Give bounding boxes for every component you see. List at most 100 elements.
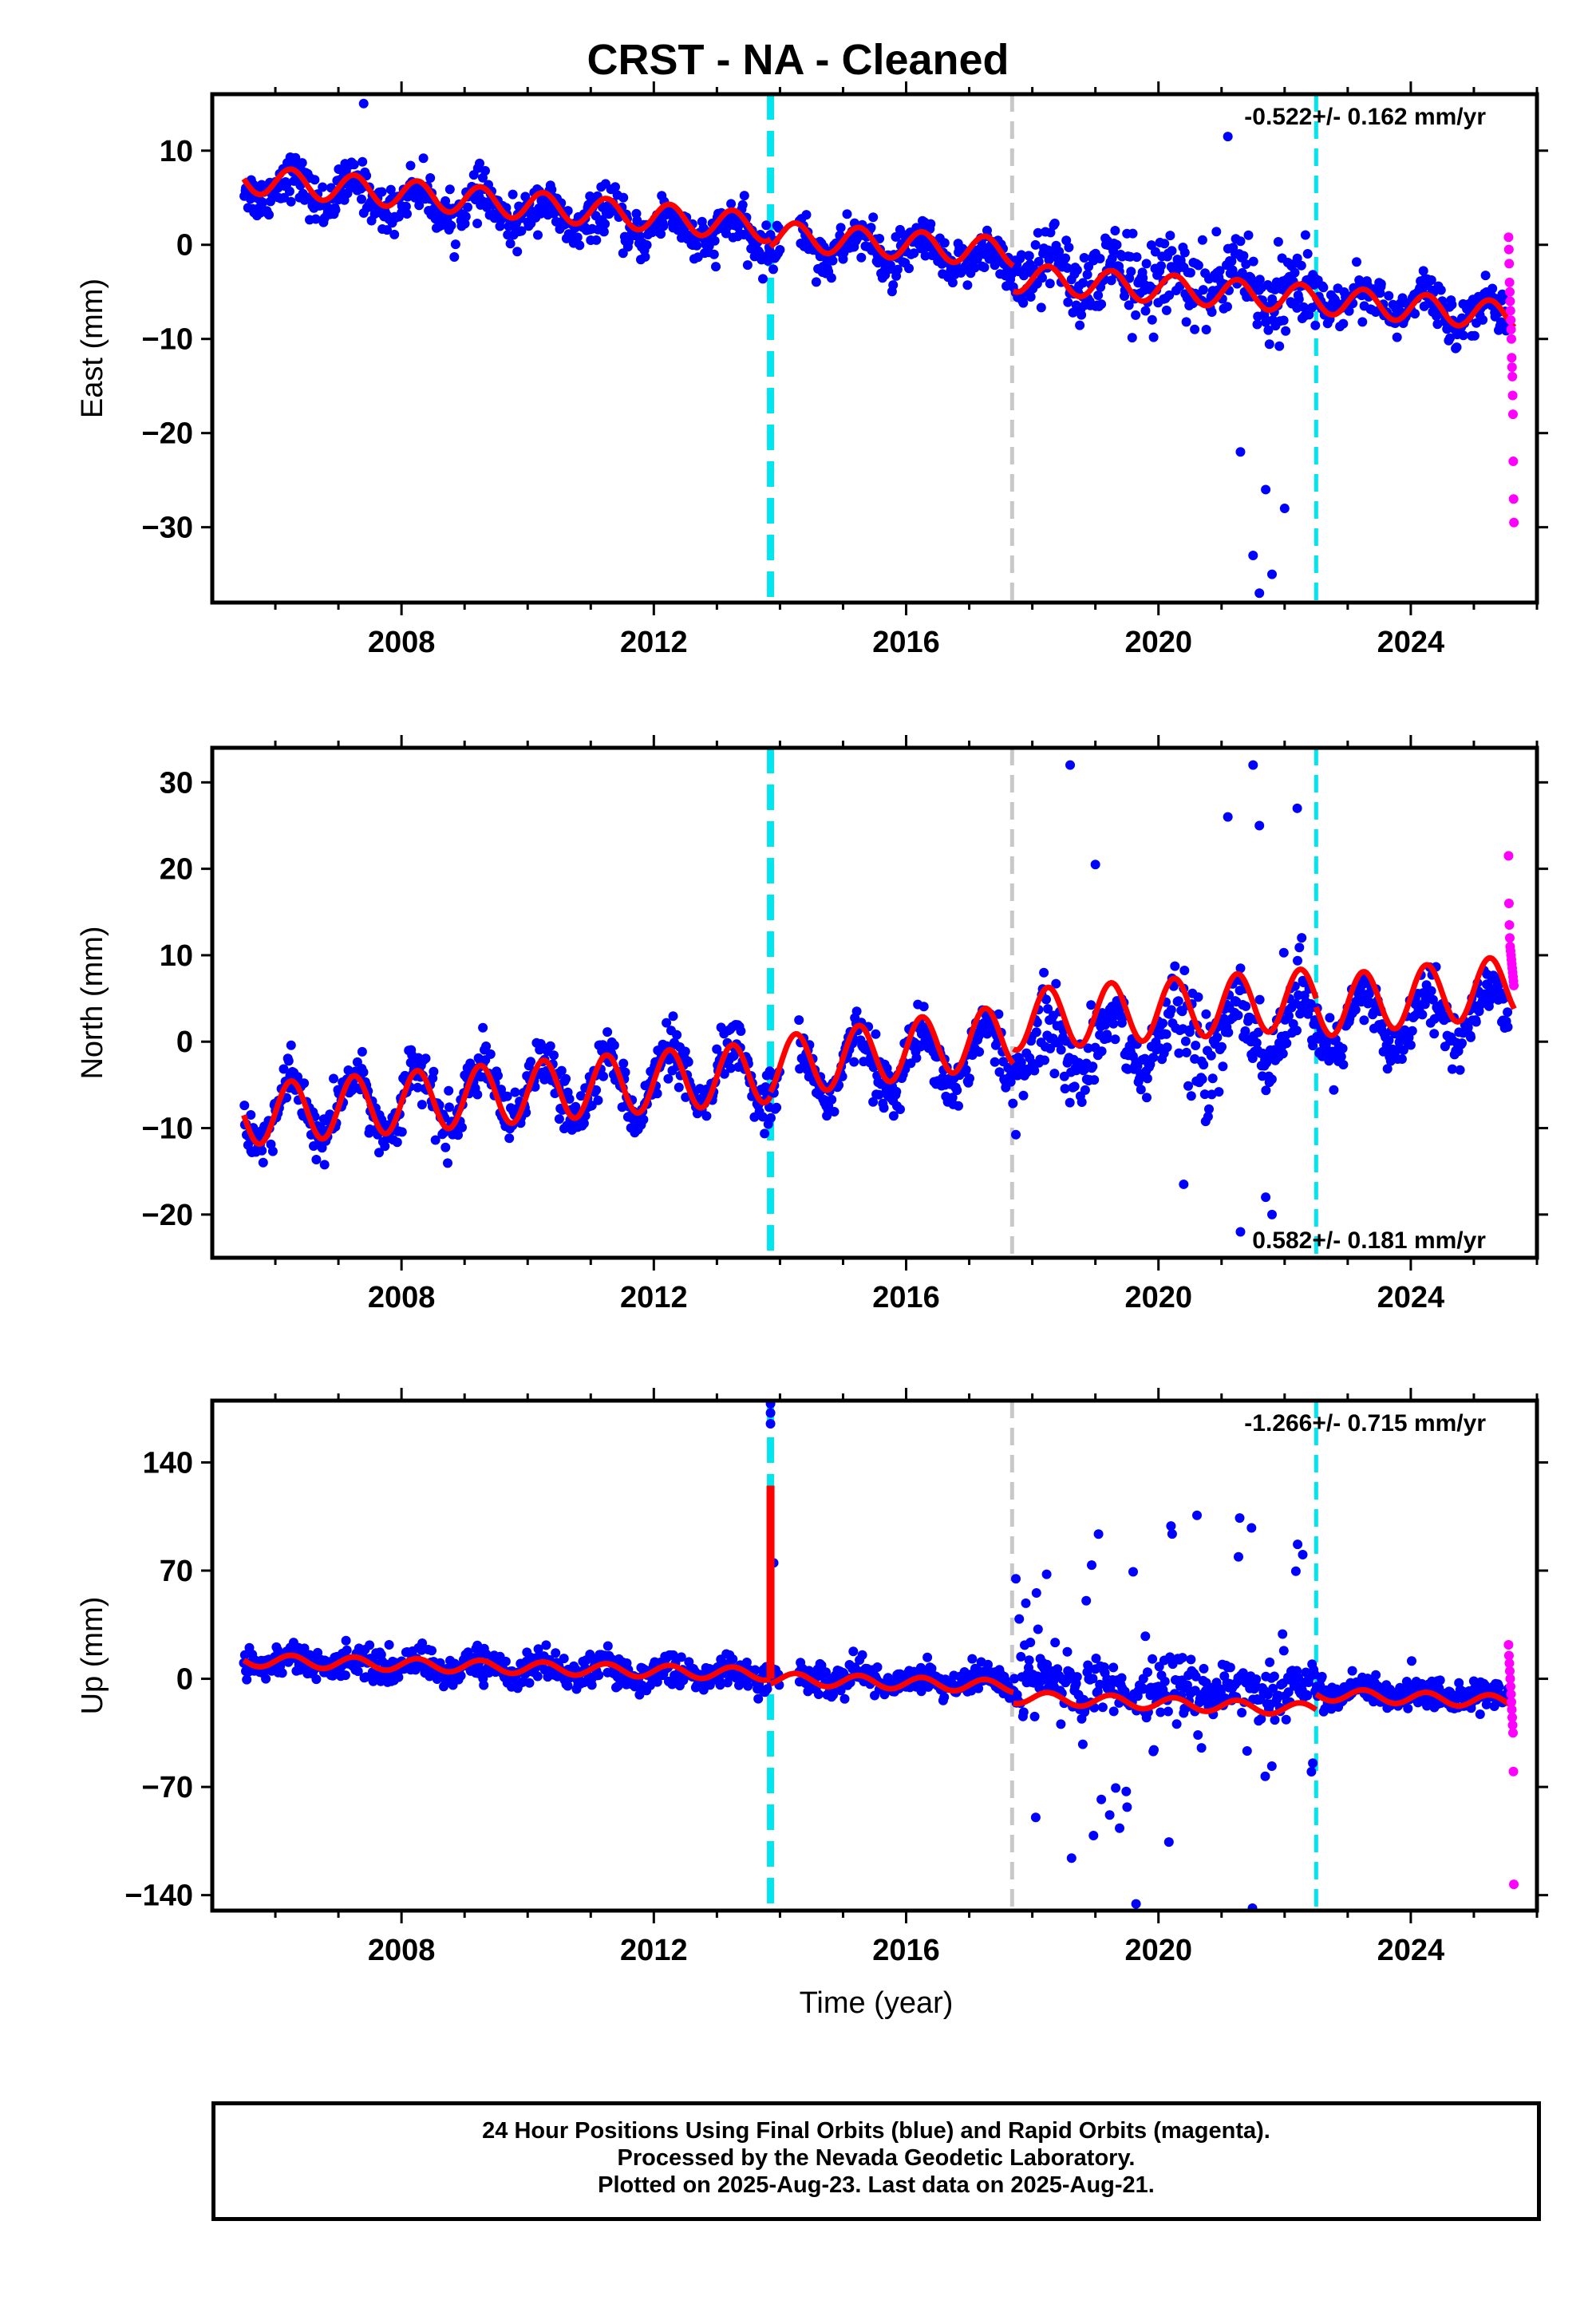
data-point bbox=[1009, 1674, 1020, 1684]
data-point bbox=[866, 223, 876, 233]
data-point bbox=[374, 1148, 384, 1158]
data-point bbox=[1088, 1831, 1099, 1840]
data-point bbox=[1041, 994, 1051, 1005]
data-point bbox=[1190, 324, 1200, 334]
data-point bbox=[1077, 1097, 1087, 1107]
data-point bbox=[1338, 1060, 1349, 1069]
data-point bbox=[1163, 1837, 1174, 1848]
data-point bbox=[1184, 1027, 1195, 1037]
data-point bbox=[1096, 1794, 1107, 1804]
data-point bbox=[1086, 1000, 1096, 1010]
data-point bbox=[1298, 1550, 1308, 1559]
data-point bbox=[974, 1047, 985, 1057]
data-point bbox=[1008, 1098, 1018, 1109]
data-point bbox=[842, 209, 852, 219]
data-point bbox=[1080, 1085, 1090, 1095]
data-point bbox=[505, 239, 516, 249]
data-point bbox=[1278, 1049, 1288, 1059]
data-point bbox=[1503, 1007, 1513, 1018]
data-point bbox=[1469, 330, 1479, 341]
data-point bbox=[561, 1073, 571, 1084]
data-point bbox=[658, 221, 669, 231]
y-tick-label: −20 bbox=[142, 417, 193, 451]
data-point bbox=[353, 1666, 363, 1677]
data-point bbox=[1471, 1017, 1481, 1027]
data-point bbox=[549, 1050, 559, 1061]
data-point bbox=[1475, 1709, 1485, 1719]
x-tick-label: 2024 bbox=[1377, 1281, 1445, 1314]
data-point bbox=[683, 1057, 693, 1067]
data-point bbox=[1161, 1029, 1171, 1039]
data-point bbox=[319, 1160, 330, 1170]
x-tick-label: 2012 bbox=[620, 1281, 688, 1314]
data-point bbox=[640, 251, 650, 262]
velocity-label-up: -1.266+/- 0.715 mm/yr bbox=[1244, 1410, 1486, 1437]
data-point bbox=[712, 1044, 722, 1054]
data-point bbox=[357, 1046, 367, 1057]
x-tick-label: 2012 bbox=[620, 1934, 688, 1967]
data-point bbox=[1206, 1050, 1216, 1061]
data-point bbox=[768, 264, 778, 275]
data-point bbox=[1005, 1077, 1016, 1087]
data-point bbox=[1096, 299, 1107, 310]
data-point bbox=[440, 196, 451, 206]
rapid-point bbox=[1508, 494, 1519, 504]
y-tick-label: −30 bbox=[142, 512, 193, 545]
data-point bbox=[1403, 1703, 1413, 1713]
data-point bbox=[427, 1646, 437, 1656]
data-point bbox=[1290, 267, 1300, 278]
data-point bbox=[493, 1070, 503, 1081]
data-point bbox=[1164, 290, 1175, 300]
data-point bbox=[1218, 1061, 1228, 1072]
data-point bbox=[1062, 1646, 1073, 1657]
data-point bbox=[1254, 994, 1265, 1005]
data-point bbox=[1148, 332, 1159, 342]
data-point bbox=[880, 270, 891, 280]
data-point bbox=[1371, 1670, 1381, 1680]
footer-box: 24 Hour Positions Using Final Orbits (bl… bbox=[211, 2101, 1541, 2221]
final-orbit-points bbox=[239, 760, 1513, 1237]
data-point bbox=[551, 1648, 561, 1658]
data-point bbox=[1165, 231, 1175, 241]
data-point bbox=[813, 1690, 824, 1699]
data-point bbox=[520, 192, 531, 202]
outlier-point bbox=[1235, 1227, 1246, 1237]
data-point bbox=[1407, 1026, 1417, 1036]
data-point bbox=[1029, 1065, 1040, 1076]
data-point bbox=[284, 186, 294, 196]
data-point bbox=[1435, 1675, 1445, 1686]
x-tick-label: 2020 bbox=[1124, 1281, 1192, 1314]
chart-title: CRST - NA - Cleaned bbox=[587, 36, 1009, 84]
data-point bbox=[939, 1692, 950, 1702]
rapid-point bbox=[1504, 920, 1515, 931]
data-point bbox=[481, 1041, 492, 1051]
data-point bbox=[1494, 1682, 1504, 1692]
x-tick-label: 2020 bbox=[1124, 626, 1192, 659]
y-tick-label: 0 bbox=[176, 229, 193, 263]
rapid-point bbox=[1503, 244, 1514, 255]
data-point bbox=[722, 1678, 733, 1688]
data-point bbox=[1204, 1104, 1214, 1114]
data-point bbox=[1016, 1651, 1026, 1662]
data-point bbox=[848, 1646, 859, 1657]
data-point bbox=[1032, 1018, 1042, 1028]
data-point bbox=[579, 1118, 589, 1128]
data-point bbox=[1480, 271, 1491, 281]
data-point bbox=[1082, 270, 1092, 280]
outlier-point bbox=[1248, 551, 1258, 561]
rapid-point bbox=[1503, 1639, 1514, 1650]
data-point bbox=[1223, 302, 1232, 312]
rapid-orbit-points bbox=[1503, 851, 1519, 990]
data-point bbox=[642, 240, 652, 250]
data-point bbox=[1033, 227, 1043, 238]
data-point bbox=[1263, 325, 1274, 335]
data-point bbox=[1024, 251, 1034, 261]
data-point bbox=[277, 1668, 287, 1678]
y-tick-label: 0 bbox=[176, 1663, 193, 1697]
outlier-point bbox=[1179, 1179, 1189, 1189]
data-point bbox=[1282, 1038, 1292, 1049]
data-point bbox=[760, 1082, 771, 1093]
data-point bbox=[572, 232, 583, 243]
data-point bbox=[1077, 310, 1087, 320]
data-point bbox=[674, 1082, 684, 1093]
